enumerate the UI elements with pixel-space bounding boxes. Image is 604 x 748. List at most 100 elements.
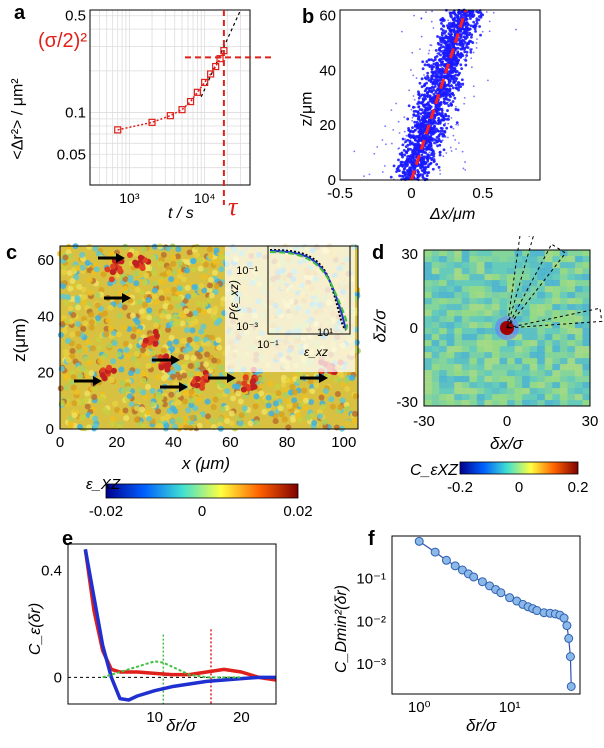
panel-b-point [413,120,417,124]
panel-b-point [437,139,441,142]
panel-d-cell [537,280,546,287]
panel-b-point [436,41,440,45]
panel-c-particle [64,318,71,325]
panel-d-cell [522,364,531,371]
panel-c-particle [103,325,110,332]
panel-c-particle [208,334,215,341]
panel-b-point [441,132,444,136]
panel-d-cell [514,352,523,359]
panel-b-point [417,149,420,153]
panel-b-point [402,148,406,152]
panel-d-cell [476,274,485,281]
panel-c-particle [84,390,91,397]
panel-d-cell [507,358,516,365]
panel-d-cell [559,376,568,383]
panel-d-cell [507,250,516,257]
panel-d-cell [582,304,591,311]
panel-c-particle [216,317,223,324]
panel-d-cell [522,370,531,377]
panel-c-particle [61,328,68,335]
panel-c-particle [175,303,182,310]
panel-d-cell [552,304,561,311]
panel-c-particle [144,409,151,416]
panel-b-outlier [434,107,436,110]
panel-d-cell [461,298,470,305]
panel-b-point [401,143,405,147]
panel-d-cell [476,352,485,359]
panel-b-point [419,121,423,125]
panel-c-particle [63,372,70,379]
panel-b-point [406,138,410,142]
panel-d-cell [469,334,478,341]
panel-c-particle [98,286,105,293]
panel-b-outlier [450,38,452,41]
panel-b-point [444,30,448,33]
panel-b-point [414,114,418,118]
panel-b-outlier [463,58,466,61]
panel-d-cell [544,382,553,389]
panel-d-cell [454,340,463,347]
panel-d-cell [439,358,448,365]
panel-b-outlier [430,88,433,90]
panel-d-cell [431,394,440,401]
panel-d-cell [552,286,561,293]
panel-b-point [430,97,434,101]
panel-d-cell [574,274,583,281]
panel-d-cell [507,340,516,347]
panel-b-point [397,158,400,162]
panel-b-point [465,21,469,25]
panel-c-particle [62,254,69,261]
panel-d-cell [439,250,448,257]
panel-c-inset-curve [269,251,348,331]
panel-c-particle [213,283,220,290]
panel-c-particle [157,399,164,406]
panel-b-point [416,140,420,144]
panel-b-point [401,174,405,178]
panel-b-point [398,174,402,178]
panel-c-particle [133,270,140,277]
panel-d-cell [559,334,568,341]
panel-d-cell [514,268,523,275]
panel-c-particle [275,390,282,397]
panel-d-cell [454,262,463,269]
panel-b-point [428,106,432,110]
panel-d-cell [522,328,531,335]
panel-d-cell [469,364,478,371]
panel-b-outlier [403,130,406,133]
panel-d-cell [507,280,516,287]
panel-d-cell [574,250,583,257]
panel-d-cell [431,250,440,257]
panel-d-cell [491,304,500,311]
panel-c-particle [98,396,105,403]
panel-b-point [481,13,485,17]
panel-c-particle [200,323,207,330]
panel-b-point [440,113,443,117]
panel-b-point [435,70,439,74]
panel-c-particle [218,382,225,389]
panel-c-particle [79,365,86,372]
panel-c-particle [75,330,82,337]
panel-b-outlier [395,102,398,105]
panel-d-cell [522,376,531,383]
panel-d-cell [582,310,591,317]
panel-c-particle [152,280,159,287]
panel-c-particle [201,287,208,294]
panel-d-cell [529,316,538,323]
panel-b-point [443,84,447,88]
panel-d-cell [507,364,516,371]
panel-b-point [459,47,463,51]
panel-b-outlier [418,48,421,51]
panel-d-cell [544,310,553,317]
panel-d-cell [559,394,568,401]
panel-c-particle [79,414,86,421]
panel-b-point [454,70,458,74]
panel-c-particle [182,347,189,354]
panel-d-cell [439,280,448,287]
panel-b-point [427,118,431,122]
panel-f-point [505,593,515,603]
panel-c-particle [237,398,244,405]
panel-c-particle [282,391,289,398]
panel-d-cell [507,286,516,293]
panel-b-point [441,40,445,44]
